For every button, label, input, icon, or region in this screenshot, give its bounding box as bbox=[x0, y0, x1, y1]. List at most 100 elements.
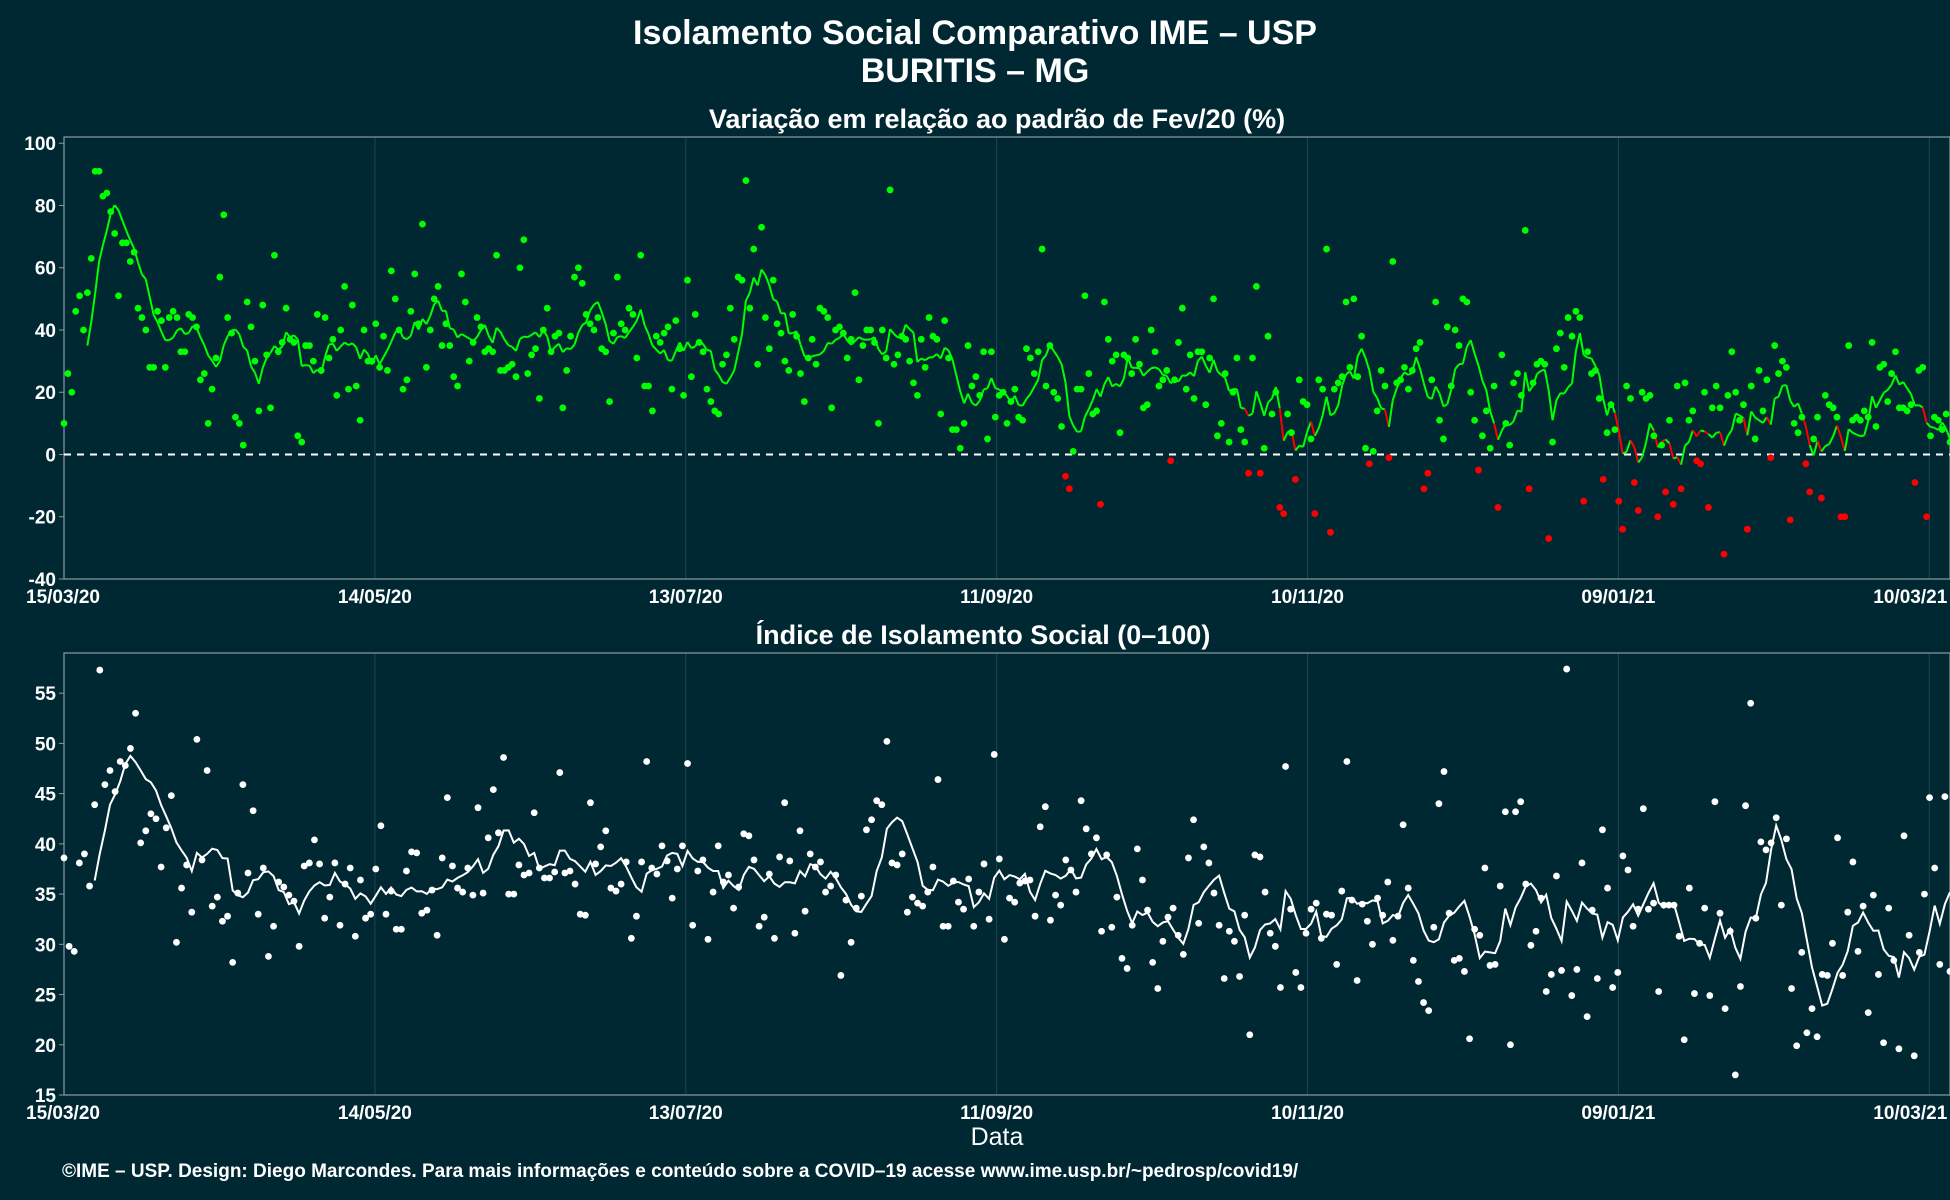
data-point bbox=[610, 329, 617, 337]
data-point bbox=[730, 335, 738, 343]
data-point bbox=[1328, 911, 1335, 919]
moving-average-segment bbox=[830, 339, 837, 345]
data-point bbox=[1803, 1029, 1811, 1037]
data-point bbox=[1638, 388, 1646, 396]
data-point bbox=[793, 332, 800, 340]
data-point bbox=[213, 893, 221, 901]
data-point bbox=[1007, 398, 1015, 405]
data-point bbox=[684, 760, 691, 767]
data-point bbox=[746, 304, 754, 312]
moving-average-segment bbox=[515, 338, 521, 352]
moving-average-segment bbox=[98, 244, 104, 262]
moving-average-segment bbox=[328, 342, 334, 346]
data-point bbox=[1108, 923, 1116, 931]
data-point bbox=[970, 922, 978, 930]
moving-average-segment bbox=[1739, 414, 1745, 419]
data-point bbox=[1619, 525, 1627, 533]
data-point bbox=[1085, 370, 1093, 377]
x-tick-label: 11/09/20 bbox=[960, 587, 1033, 608]
y-tick-label: 50 bbox=[35, 734, 56, 755]
data-point bbox=[1334, 379, 1342, 387]
moving-average-segment bbox=[1240, 406, 1245, 410]
data-point bbox=[454, 382, 461, 390]
moving-average-segment bbox=[1321, 396, 1328, 416]
data-point bbox=[1343, 758, 1351, 765]
data-point bbox=[356, 416, 364, 424]
data-point bbox=[1711, 798, 1719, 806]
moving-average-segment bbox=[1890, 374, 1897, 386]
moving-average-segment bbox=[581, 321, 587, 326]
data-point bbox=[1793, 1042, 1801, 1050]
y-tick-label: 100 bbox=[24, 134, 56, 155]
data-point bbox=[1732, 388, 1740, 396]
data-point bbox=[317, 367, 325, 374]
data-point bbox=[1593, 975, 1601, 982]
moving-average-segment bbox=[1360, 348, 1367, 359]
y-tick-label: 15 bbox=[35, 1086, 57, 1107]
moving-average-segment bbox=[632, 320, 638, 328]
moving-average-segment bbox=[725, 377, 732, 385]
data-point bbox=[469, 339, 477, 346]
data-point bbox=[397, 925, 405, 933]
moving-average-segment bbox=[293, 334, 299, 341]
moving-average-segment bbox=[1520, 372, 1527, 412]
data-point bbox=[586, 320, 594, 328]
moving-average-segment bbox=[1422, 383, 1429, 398]
data-point bbox=[1604, 884, 1611, 892]
data-point bbox=[1888, 370, 1895, 377]
data-point bbox=[1034, 348, 1042, 356]
data-point bbox=[216, 273, 224, 281]
data-point bbox=[796, 827, 804, 835]
data-point bbox=[469, 891, 477, 899]
data-point bbox=[1221, 370, 1229, 377]
data-point bbox=[975, 888, 983, 896]
x-tick-label: 15/03/20 bbox=[26, 587, 100, 608]
moving-average-segment bbox=[187, 325, 194, 334]
moving-average-segment bbox=[1894, 374, 1901, 386]
data-point bbox=[1783, 835, 1790, 843]
data-point bbox=[193, 735, 201, 743]
moving-average-segment bbox=[1703, 430, 1709, 435]
data-point bbox=[984, 435, 991, 443]
data-point bbox=[1639, 805, 1647, 813]
moving-average-segment bbox=[406, 335, 412, 341]
data-point bbox=[1946, 968, 1950, 975]
data-point bbox=[1346, 363, 1354, 371]
moving-average-segment bbox=[1162, 373, 1167, 377]
moving-average-segment bbox=[756, 269, 763, 286]
data-point bbox=[1794, 429, 1802, 437]
data-point bbox=[771, 934, 778, 942]
data-point bbox=[290, 339, 298, 346]
data-point bbox=[107, 208, 115, 216]
data-point bbox=[138, 314, 146, 321]
data-point bbox=[777, 329, 785, 337]
data-point bbox=[547, 348, 555, 356]
data-point bbox=[426, 326, 434, 334]
data-point bbox=[551, 868, 559, 876]
data-point bbox=[1512, 808, 1519, 816]
data-point bbox=[428, 886, 436, 894]
data-point bbox=[1833, 413, 1841, 421]
data-point bbox=[433, 931, 441, 939]
moving-average-segment bbox=[1789, 400, 1795, 408]
data-point bbox=[305, 859, 313, 867]
data-point bbox=[372, 865, 380, 873]
data-point bbox=[663, 857, 671, 865]
moving-average-segment bbox=[1774, 395, 1779, 400]
moving-average-segment bbox=[1930, 425, 1935, 429]
data-point bbox=[1501, 808, 1509, 816]
data-point bbox=[399, 385, 407, 393]
moving-average-segment bbox=[336, 345, 342, 352]
data-point bbox=[295, 942, 303, 950]
data-point bbox=[687, 373, 695, 381]
data-point bbox=[1471, 925, 1479, 933]
data-point bbox=[1541, 360, 1549, 368]
moving-average-segment bbox=[1384, 409, 1390, 428]
moving-average-segment bbox=[1567, 382, 1573, 389]
moving-average-segment bbox=[741, 300, 747, 335]
data-point bbox=[1864, 413, 1872, 421]
moving-average-segment bbox=[1574, 332, 1581, 352]
moving-average-segment bbox=[1080, 416, 1086, 432]
data-point bbox=[267, 404, 274, 412]
data-point bbox=[886, 186, 894, 194]
